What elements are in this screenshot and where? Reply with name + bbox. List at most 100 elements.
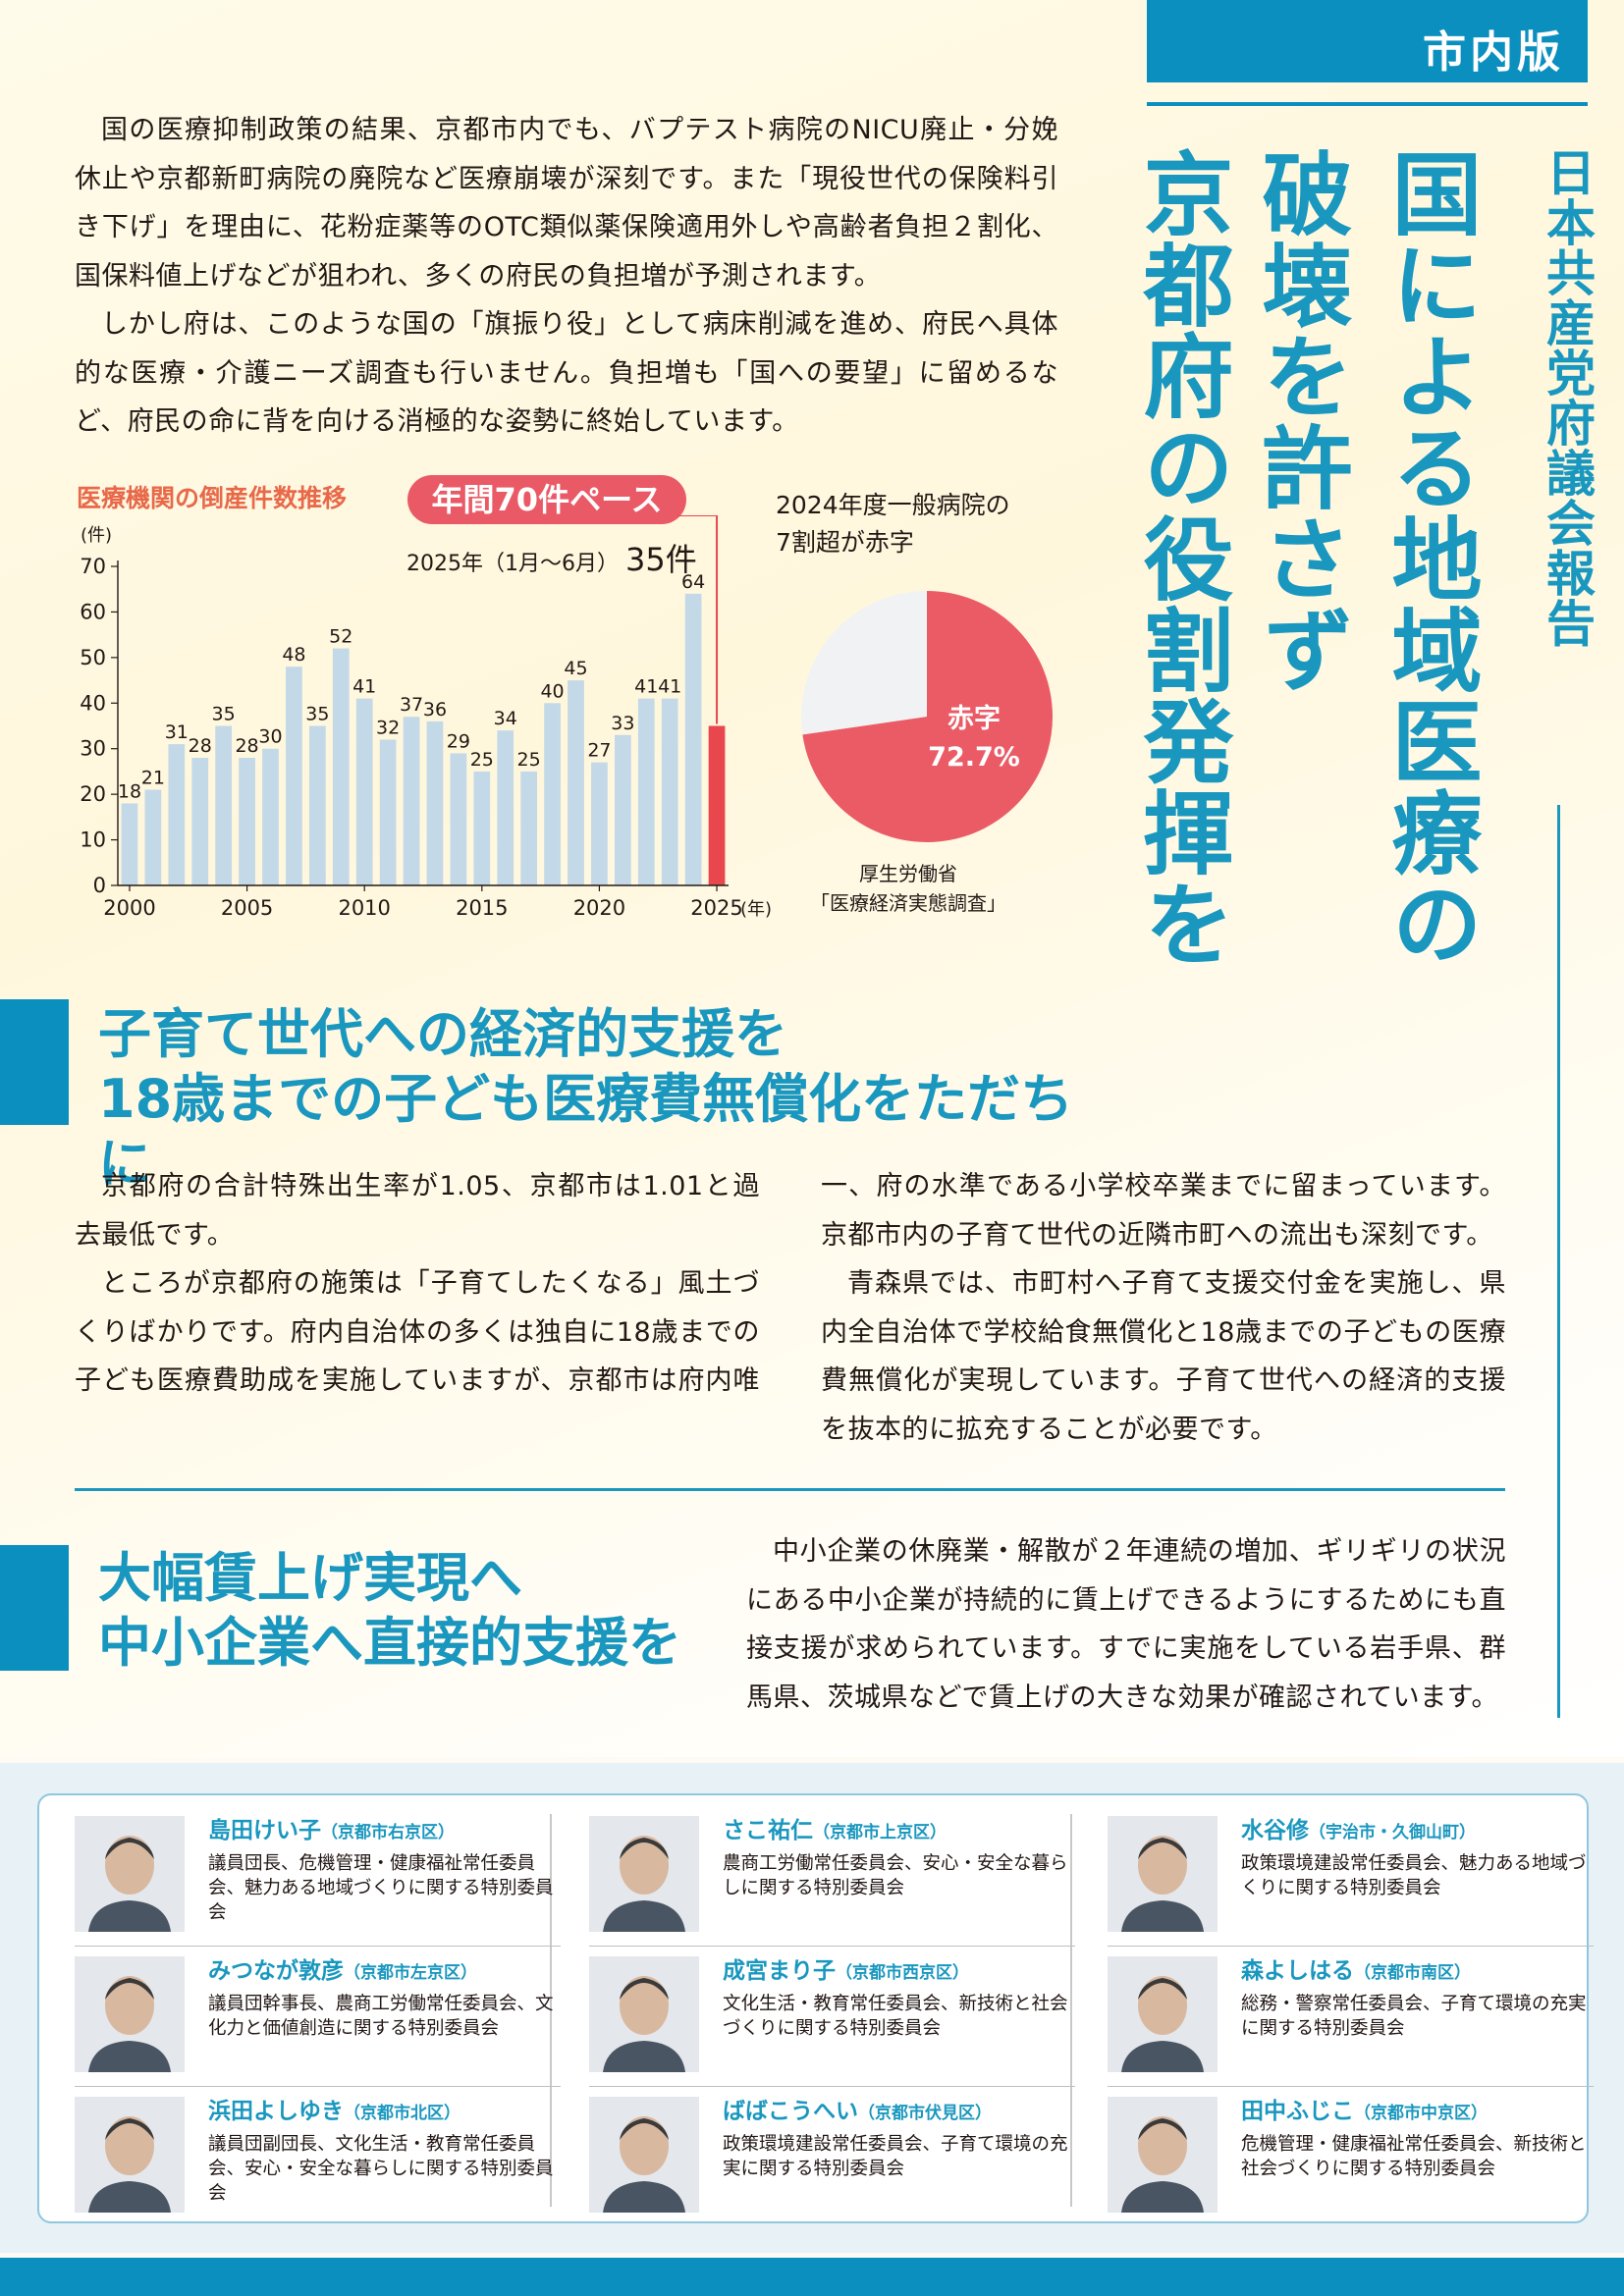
bar-2020 — [591, 762, 608, 885]
section1-heading-line-1: 子育て世代への経済的支援を — [98, 1003, 787, 1065]
main-title-line-1: 国による地域医療の — [1377, 147, 1482, 969]
x-tick-label: 2005 — [221, 896, 273, 920]
section1-paragraph-3: 青森県では、市町村へ子育て支援交付金を実施し、県内全自治体で学校給食無償化と18… — [821, 1268, 1506, 1445]
member-roles: 危機管理・健康福祉常任委員会、新技術と社会づくりに関する特別委員会 — [1241, 2134, 1587, 2179]
report-subtitle: 日本共産党府議会報告 — [1539, 147, 1596, 648]
avatar-icon — [1108, 1816, 1218, 1932]
bar-value-label: 37 — [400, 694, 423, 716]
member-divider — [589, 2086, 1075, 2087]
member-card: さこ祐仁（京都市上京区） 農商工労働常任委員会、安心・安全な暮らしに関する特別委員… — [589, 1816, 1075, 1951]
member-name: 水谷修 — [1241, 1818, 1309, 1843]
section2-body: 中小企業の休廃業・解散が２年連続の増加、ギリギリの状況にある中小企業が持続的に賃… — [746, 1527, 1506, 1722]
x-tick-label: 2000 — [103, 896, 155, 920]
bar-value-label: 40 — [540, 680, 564, 702]
pie-title-line-2: 7割超が赤字 — [776, 528, 914, 557]
member-district: （京都市上京区） — [813, 1823, 947, 1842]
member-name-line: ばばこうへい（京都市伏見区） — [723, 2097, 1072, 2128]
member-card: みつなが敦彦（京都市左京区） 議員団幹事長、農商工労働常任委員会、文化力と価値創造… — [75, 1956, 561, 2092]
bar-2016 — [497, 730, 514, 885]
bar-2021 — [614, 734, 631, 885]
member-card: 島田けい子（京都市右京区） 議員団長、危機管理・健康福祉常任委員会、魅力ある地域づ… — [75, 1816, 561, 1951]
chart-note-value: 35件 — [624, 541, 697, 578]
y-tick-label: 30 — [80, 737, 106, 761]
bar-2022 — [637, 698, 655, 885]
member-card: 田中ふじこ（京都市中京区） 危機管理・健康福祉常任委員会、新技術と社会づくりに関す… — [1108, 2097, 1594, 2232]
member-photo — [1108, 1816, 1218, 1932]
bar-value-label: 41 — [634, 676, 658, 698]
member-divider — [589, 1946, 1075, 1947]
edition-tag: 市内版 — [1147, 0, 1588, 82]
bar-value-label: 48 — [282, 644, 305, 666]
bar-value-label: 27 — [587, 740, 611, 762]
bar-2013 — [426, 721, 444, 885]
section1-paragraph-2: ところが京都府の施策は「子育てしたくなる」風土づくりばかりです。府内自治体の多く… — [75, 1171, 1506, 1396]
pie-title-line-1: 2024年度一般病院の — [776, 491, 1010, 519]
member-district: （京都市中京区） — [1354, 2104, 1488, 2123]
y-tick-label: 60 — [80, 600, 106, 623]
bar-value-label: 25 — [517, 749, 541, 771]
bar-2011 — [379, 739, 397, 885]
members-panel — [37, 1793, 1589, 2223]
bar-2019 — [568, 680, 584, 885]
bar-value-label: 41 — [352, 676, 376, 698]
member-district: （京都市西京区） — [836, 1963, 969, 1983]
member-name: 田中ふじこ — [1241, 2099, 1354, 2124]
section2-heading-line-1: 大幅賃上げ実現へ — [98, 1547, 522, 1609]
tag-underline — [1147, 102, 1588, 106]
pie-slice-1 — [802, 591, 1053, 842]
bar-2018 — [544, 703, 561, 885]
member-name-line: 島田けい子（京都市右京区） — [208, 1816, 558, 1847]
pie-chart-title: 2024年度一般病院の 7割超が赤字 — [776, 487, 1010, 561]
x-tick-label: 2010 — [338, 896, 390, 920]
member-roles: 総務・警察常任委員会、子育て環境の充実に関する特別委員会 — [1241, 1994, 1587, 2039]
bar-value-label: 30 — [258, 726, 282, 748]
avatar-icon — [1108, 1956, 1218, 2072]
bar-value-label: 41 — [658, 676, 681, 698]
member-photo — [75, 1956, 185, 2072]
member-info: 田中ふじこ（京都市中京区） 危機管理・健康福祉常任委員会、新技術と社会づくりに関す… — [1241, 2097, 1591, 2181]
member-district: （京都市右京区） — [321, 1823, 455, 1842]
member-photo — [589, 1956, 699, 2072]
member-district: （京都市伏見区） — [858, 2104, 992, 2123]
chart-note: 2025年（1月〜6月） 35件 — [406, 535, 697, 580]
bar-2002 — [168, 744, 186, 885]
bar-2017 — [520, 771, 538, 885]
member-card: ばばこうへい（京都市伏見区） 政策環境建設常任委員会、子育て環境の充実に関する特別… — [589, 2097, 1075, 2232]
member-photo — [75, 1816, 185, 1932]
member-card: 浜田よしゆき（京都市北区） 議員団副団長、文化生活・教育常任委員会、安心・安全な暮… — [75, 2097, 561, 2232]
avatar-icon — [75, 1816, 185, 1932]
intro-text: 国の医療抑制政策の結果、京都市内でも、バプテスト病院のNICU廃止・分娩休止や京… — [75, 106, 1058, 447]
section2-paragraph-1: 中小企業の休廃業・解散が２年連続の増加、ギリギリの状況にある中小企業が持続的に賃… — [746, 1536, 1506, 1713]
x-axis-label: (年) — [740, 899, 772, 920]
member-name-line: 水谷修（宇治市・久御山町） — [1241, 1816, 1591, 1847]
member-roles: 議員団副団長、文化生活・教育常任委員会、安心・安全な暮らしに関する特別委員会 — [208, 2134, 554, 2204]
member-name-line: さこ祐仁（京都市上京区） — [723, 1816, 1072, 1847]
avatar-icon — [589, 1956, 699, 2072]
members-column-divider-2 — [1070, 1814, 1072, 2207]
pie-slice-value: 72.7% — [928, 742, 1020, 773]
bottom-bar — [0, 2258, 1624, 2296]
bar-value-label: 64 — [681, 571, 705, 593]
member-roles: 農商工労働常任委員会、安心・安全な暮らしに関する特別委員会 — [723, 1853, 1068, 1898]
bar-2012 — [403, 717, 420, 885]
member-name: 浜田よしゆき — [208, 2099, 344, 2124]
x-tick-label: 2025 — [690, 896, 742, 920]
bar-chart-title: 医療機関の倒産件数推移 — [77, 484, 348, 512]
member-name: 森よしはる — [1241, 1958, 1354, 1984]
y-tick-label: 50 — [80, 646, 106, 669]
member-info: みつなが敦彦（京都市左京区） 議員団幹事長、農商工労働常任委員会、文化力と価値創造… — [208, 1956, 558, 2041]
member-divider — [75, 1946, 561, 1947]
member-card: 水谷修（宇治市・久御山町） 政策環境建設常任委員会、魅力ある地域づくりに関する特別… — [1108, 1816, 1594, 1951]
member-photo — [1108, 1956, 1218, 2072]
bar-value-label: 25 — [470, 749, 494, 771]
bar-value-label: 29 — [447, 730, 470, 752]
member-divider — [1108, 2086, 1594, 2087]
section-divider — [75, 1488, 1505, 1491]
member-roles: 文化生活・教育常任委員会、新技術と社会づくりに関する特別委員会 — [723, 1994, 1068, 2039]
section1-paragraph-1: 京都府の合計特殊出生率が1.05、京都市は1.01と過去最低です。 — [75, 1171, 760, 1251]
y-tick-label: 40 — [80, 691, 106, 715]
section1-heading-line-2: 18歳までの子ども医療費無償化をただちに — [98, 1068, 1074, 1195]
bar-2009 — [332, 648, 350, 885]
member-divider — [1108, 1946, 1594, 1947]
bar-2008 — [308, 725, 326, 885]
